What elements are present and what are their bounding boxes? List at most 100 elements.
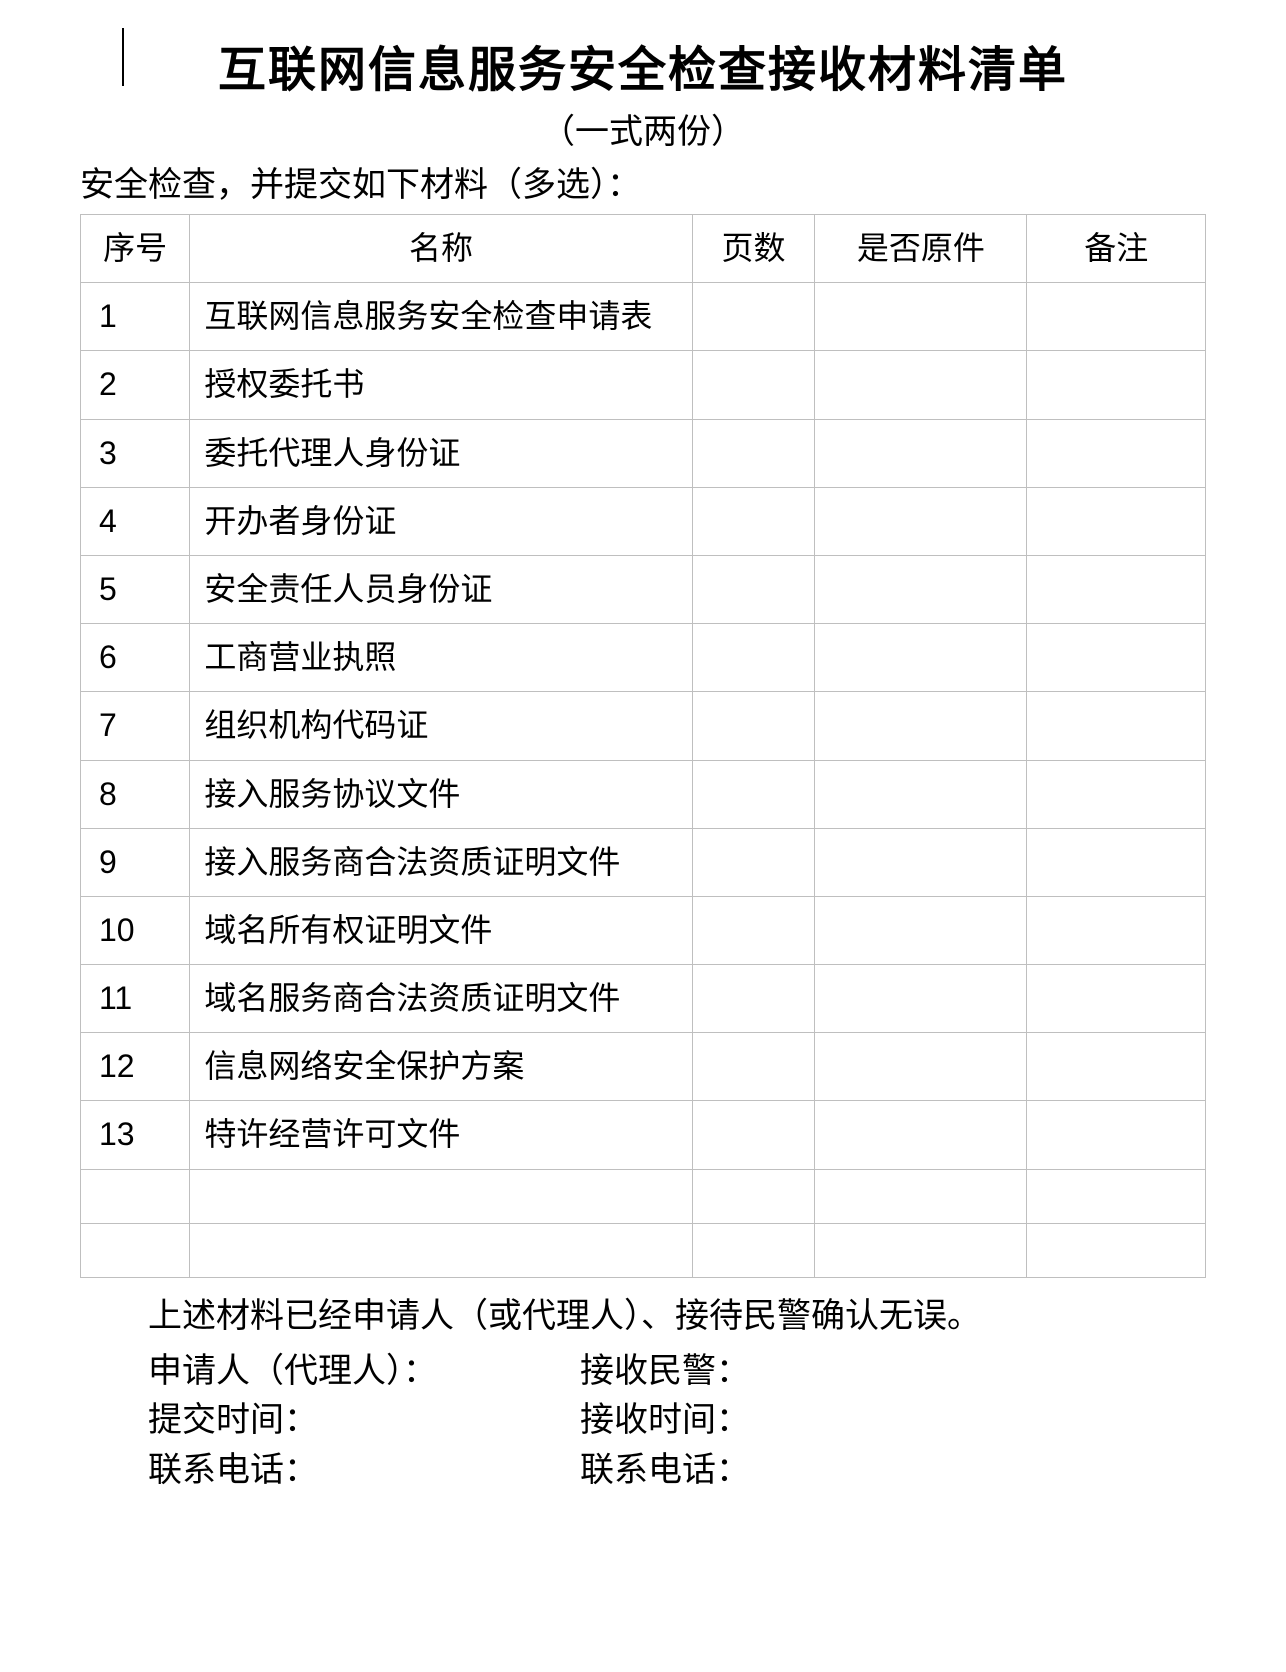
cell-note (1027, 1223, 1206, 1277)
cell-seq: 12 (81, 1033, 190, 1101)
cell-orig (815, 487, 1027, 555)
cell-name (190, 1223, 692, 1277)
table-row: 2授权委托书 (81, 351, 1206, 419)
cell-orig (815, 760, 1027, 828)
intro-text: 安全检查，并提交如下材料（多选）： (80, 157, 1206, 206)
confirmation-text: 上述材料已经申请人（或代理人）、接待民警确认无误。 (80, 1292, 1206, 1341)
cell-note (1027, 555, 1206, 623)
cell-name: 域名服务商合法资质证明文件 (190, 965, 692, 1033)
cell-note (1027, 692, 1206, 760)
cell-pages (692, 760, 815, 828)
cell-note (1027, 1101, 1206, 1169)
cell-seq: 3 (81, 419, 190, 487)
page-subtitle: （一式两份） (80, 104, 1206, 153)
col-seq: 序号 (81, 215, 190, 283)
submit-time-label: 提交时间： (80, 1396, 580, 1445)
cell-seq: 10 (81, 896, 190, 964)
cell-seq: 11 (81, 965, 190, 1033)
cell-note (1027, 828, 1206, 896)
page-title: 互联网信息服务安全检查接收材料清单 (80, 30, 1206, 100)
cell-note (1027, 1169, 1206, 1223)
cell-seq: 13 (81, 1101, 190, 1169)
cell-pages (692, 1033, 815, 1101)
cell-note (1027, 965, 1206, 1033)
cell-note (1027, 487, 1206, 555)
cell-name: 授权委托书 (190, 351, 692, 419)
table-row (81, 1223, 1206, 1277)
cell-pages (692, 283, 815, 351)
col-orig: 是否原件 (815, 215, 1027, 283)
table-row: 5安全责任人员身份证 (81, 555, 1206, 623)
signature-row-2: 提交时间： 接收时间： (80, 1396, 1206, 1445)
receiver-label: 接收民警： (580, 1347, 1206, 1396)
table-row: 1互联网信息服务安全检查申请表 (81, 283, 1206, 351)
receiver-phone-label: 联系电话： (580, 1446, 1206, 1495)
cell-seq (81, 1223, 190, 1277)
cell-orig (815, 419, 1027, 487)
cell-pages (692, 1223, 815, 1277)
cell-orig (815, 1169, 1027, 1223)
text-cursor-mark (122, 28, 124, 86)
table-row: 3委托代理人身份证 (81, 419, 1206, 487)
cell-pages (692, 828, 815, 896)
cell-seq: 1 (81, 283, 190, 351)
cell-orig (815, 965, 1027, 1033)
cell-pages (692, 419, 815, 487)
cell-name: 接入服务商合法资质证明文件 (190, 828, 692, 896)
cell-orig (815, 1101, 1027, 1169)
cell-name: 组织机构代码证 (190, 692, 692, 760)
table-header-row: 序号 名称 页数 是否原件 备注 (81, 215, 1206, 283)
cell-pages (692, 351, 815, 419)
table-row (81, 1169, 1206, 1223)
cell-pages (692, 965, 815, 1033)
cell-seq: 7 (81, 692, 190, 760)
cell-name: 委托代理人身份证 (190, 419, 692, 487)
cell-seq: 4 (81, 487, 190, 555)
cell-seq (81, 1169, 190, 1223)
cell-orig (815, 1033, 1027, 1101)
cell-name: 互联网信息服务安全检查申请表 (190, 283, 692, 351)
receive-time-label: 接收时间： (580, 1396, 1206, 1445)
col-note: 备注 (1027, 215, 1206, 283)
table-row: 11域名服务商合法资质证明文件 (81, 965, 1206, 1033)
cell-pages (692, 487, 815, 555)
col-name: 名称 (190, 215, 692, 283)
cell-note (1027, 419, 1206, 487)
cell-pages (692, 1101, 815, 1169)
cell-seq: 2 (81, 351, 190, 419)
cell-name: 域名所有权证明文件 (190, 896, 692, 964)
table-row: 8接入服务协议文件 (81, 760, 1206, 828)
cell-seq: 5 (81, 555, 190, 623)
cell-orig (815, 896, 1027, 964)
cell-seq: 8 (81, 760, 190, 828)
cell-name (190, 1169, 692, 1223)
cell-pages (692, 555, 815, 623)
cell-orig (815, 1223, 1027, 1277)
table-row: 13特许经营许可文件 (81, 1101, 1206, 1169)
cell-seq: 9 (81, 828, 190, 896)
cell-name: 安全责任人员身份证 (190, 555, 692, 623)
cell-note (1027, 760, 1206, 828)
cell-orig (815, 828, 1027, 896)
cell-pages (692, 624, 815, 692)
cell-note (1027, 896, 1206, 964)
col-pages: 页数 (692, 215, 815, 283)
cell-name: 接入服务协议文件 (190, 760, 692, 828)
cell-orig (815, 283, 1027, 351)
materials-table: 序号 名称 页数 是否原件 备注 1互联网信息服务安全检查申请表2授权委托书3委… (80, 214, 1206, 1278)
cell-note (1027, 351, 1206, 419)
signature-block: 申请人（代理人）： 接收民警： 提交时间： 接收时间： 联系电话： 联系电话： (80, 1347, 1206, 1495)
confirmation-line: 上述材料已经申请人（或代理人）、接待民警确认无误。 (80, 1292, 1206, 1341)
cell-name: 特许经营许可文件 (190, 1101, 692, 1169)
table-row: 12信息网络安全保护方案 (81, 1033, 1206, 1101)
applicant-label: 申请人（代理人）： (80, 1347, 580, 1396)
cell-note (1027, 624, 1206, 692)
cell-name: 信息网络安全保护方案 (190, 1033, 692, 1101)
signature-row-1: 申请人（代理人）： 接收民警： (80, 1347, 1206, 1396)
cell-name: 开办者身份证 (190, 487, 692, 555)
table-row: 9接入服务商合法资质证明文件 (81, 828, 1206, 896)
cell-orig (815, 624, 1027, 692)
table-row: 4开办者身份证 (81, 487, 1206, 555)
applicant-phone-label: 联系电话： (80, 1446, 580, 1495)
cell-orig (815, 555, 1027, 623)
